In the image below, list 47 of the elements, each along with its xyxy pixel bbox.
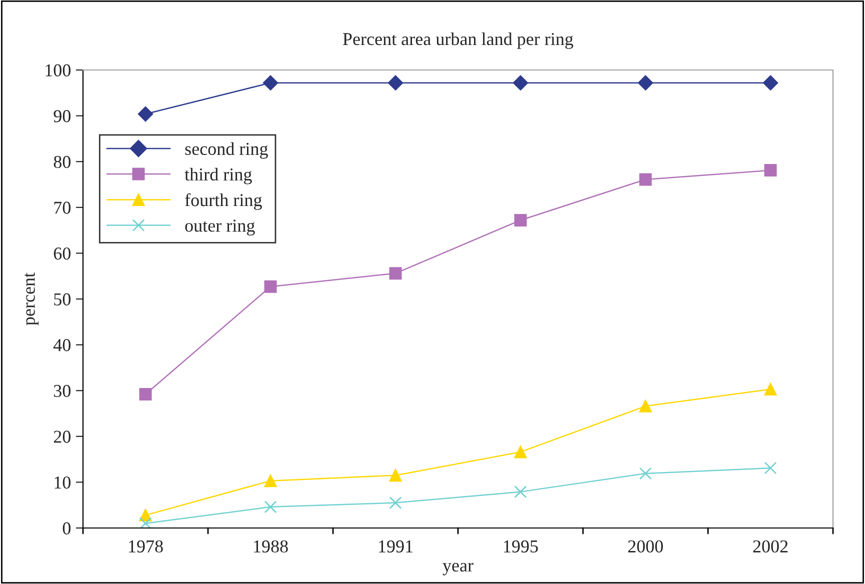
y-tick-label: 100 — [46, 64, 71, 76]
point — [514, 214, 527, 226]
legend-label: outer ring — [185, 220, 255, 236]
y-tick-label: 0 — [62, 522, 71, 534]
point — [139, 517, 152, 528]
point — [389, 267, 402, 280]
y-tick-label: 30 — [54, 384, 71, 398]
point — [264, 474, 277, 488]
point — [262, 75, 278, 90]
point — [264, 280, 277, 293]
point — [762, 75, 778, 90]
x-tick-label: 1991 — [379, 540, 412, 553]
point — [514, 446, 527, 458]
x-tick-label: 1978 — [129, 540, 163, 553]
point — [639, 400, 652, 412]
x-axis-title: year — [442, 562, 474, 576]
legend-label: third ring — [184, 168, 252, 184]
y-tick-label: 10 — [54, 476, 71, 489]
y-tick-label: 80 — [54, 156, 71, 168]
point — [639, 173, 652, 186]
point — [512, 75, 528, 90]
point — [139, 388, 152, 401]
y-axis-title: percent — [24, 272, 39, 326]
point — [764, 462, 777, 474]
point — [638, 75, 654, 90]
point — [389, 496, 402, 510]
y-tick-label: 40 — [53, 339, 71, 352]
point — [264, 500, 277, 514]
point — [388, 75, 404, 90]
x-tick-label: 1995 — [504, 540, 538, 553]
y-tick-label: 50 — [54, 293, 71, 306]
legend-label: fourth ring — [185, 193, 262, 210]
point — [514, 486, 527, 498]
point — [138, 106, 154, 122]
chart-title: Percent area urban land per ring — [342, 32, 574, 49]
point — [639, 467, 652, 480]
x-tick-label: 2002 — [753, 540, 788, 553]
point — [764, 164, 777, 177]
legend-label: second ring — [185, 142, 268, 159]
y-tick-label: 20 — [54, 430, 71, 443]
point — [764, 382, 777, 396]
x-tick-label: 1988 — [254, 540, 288, 553]
point — [389, 469, 402, 482]
y-tick-label: 60 — [54, 247, 71, 260]
y-tick-label: 70 — [54, 202, 71, 214]
x-tick-label: 2000 — [628, 540, 663, 553]
y-tick-label: 90 — [54, 110, 71, 122]
